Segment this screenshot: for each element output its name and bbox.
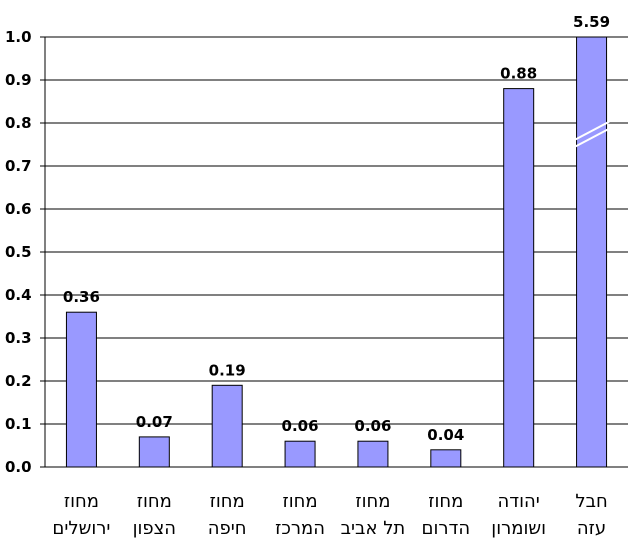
category-label: מחוז bbox=[137, 491, 172, 512]
category-label: מחוז bbox=[283, 491, 318, 512]
category-label: ירושלים bbox=[52, 518, 110, 539]
category-label: המרכז bbox=[275, 518, 325, 539]
category-label: חיפה bbox=[208, 518, 247, 539]
y-tick-labels: 0.0 0.1 0.2 0.3 0.4 0.5 0.6 0.7 0.8 0.9 1.0 bbox=[5, 28, 32, 476]
data-label: 0.36 bbox=[63, 288, 100, 306]
data-label: 0.88 bbox=[500, 65, 537, 83]
y-tick-label: 0.7 bbox=[5, 157, 32, 175]
y-tick-label: 0.5 bbox=[5, 243, 32, 261]
data-label: 0.06 bbox=[354, 417, 391, 435]
axes bbox=[44, 37, 628, 468]
category-label: יהודה bbox=[498, 491, 540, 512]
bar bbox=[284, 440, 316, 468]
bar bbox=[357, 440, 389, 468]
data-label: 0.04 bbox=[427, 426, 464, 444]
y-tick-label: 0.9 bbox=[5, 71, 32, 89]
category-labels: מחוז ירושלים מחוז הצפון מחוז חיפה מחוז המרכז מחו… bbox=[52, 491, 607, 539]
bar bbox=[65, 311, 97, 468]
category-label: מחוז bbox=[428, 491, 463, 512]
category-label: עזה bbox=[577, 518, 606, 539]
axis-break-mark bbox=[572, 127, 612, 149]
y-tick-label: 0.1 bbox=[5, 415, 32, 433]
y-tick-label: 0.0 bbox=[5, 458, 32, 476]
bar bbox=[211, 384, 243, 468]
bar bbox=[430, 449, 462, 468]
category-label: הדרום bbox=[422, 518, 471, 539]
y-tick-label: 0.8 bbox=[5, 114, 32, 132]
category-label: הצפון bbox=[133, 518, 177, 539]
bar bbox=[138, 436, 170, 468]
data-label: 0.19 bbox=[209, 361, 246, 379]
category-label: ושומרון bbox=[491, 518, 546, 539]
y-tick-label: 0.3 bbox=[5, 329, 32, 347]
category-label: מחוז bbox=[355, 491, 390, 512]
category-label: מחוז bbox=[210, 491, 245, 512]
grid-lines bbox=[40, 36, 628, 468]
y-tick-label: 0.2 bbox=[5, 372, 32, 390]
category-label: חבל bbox=[575, 491, 607, 512]
bar bbox=[576, 36, 608, 468]
data-label: 0.06 bbox=[282, 417, 319, 435]
y-tick-label: 1.0 bbox=[5, 28, 32, 46]
data-label: 0.07 bbox=[136, 413, 173, 431]
axis-break-mark bbox=[572, 120, 612, 142]
bars bbox=[65, 36, 612, 468]
y-tick-label: 0.6 bbox=[5, 200, 32, 218]
bar bbox=[503, 88, 535, 468]
data-labels: 0.36 0.07 0.19 0.06 0.06 0.04 0.88 5.59 bbox=[63, 13, 610, 444]
category-label: תל אביב bbox=[341, 518, 406, 539]
category-label: מחוז bbox=[64, 491, 99, 512]
data-label: 5.59 bbox=[573, 13, 610, 31]
y-tick-label: 0.4 bbox=[5, 286, 32, 304]
